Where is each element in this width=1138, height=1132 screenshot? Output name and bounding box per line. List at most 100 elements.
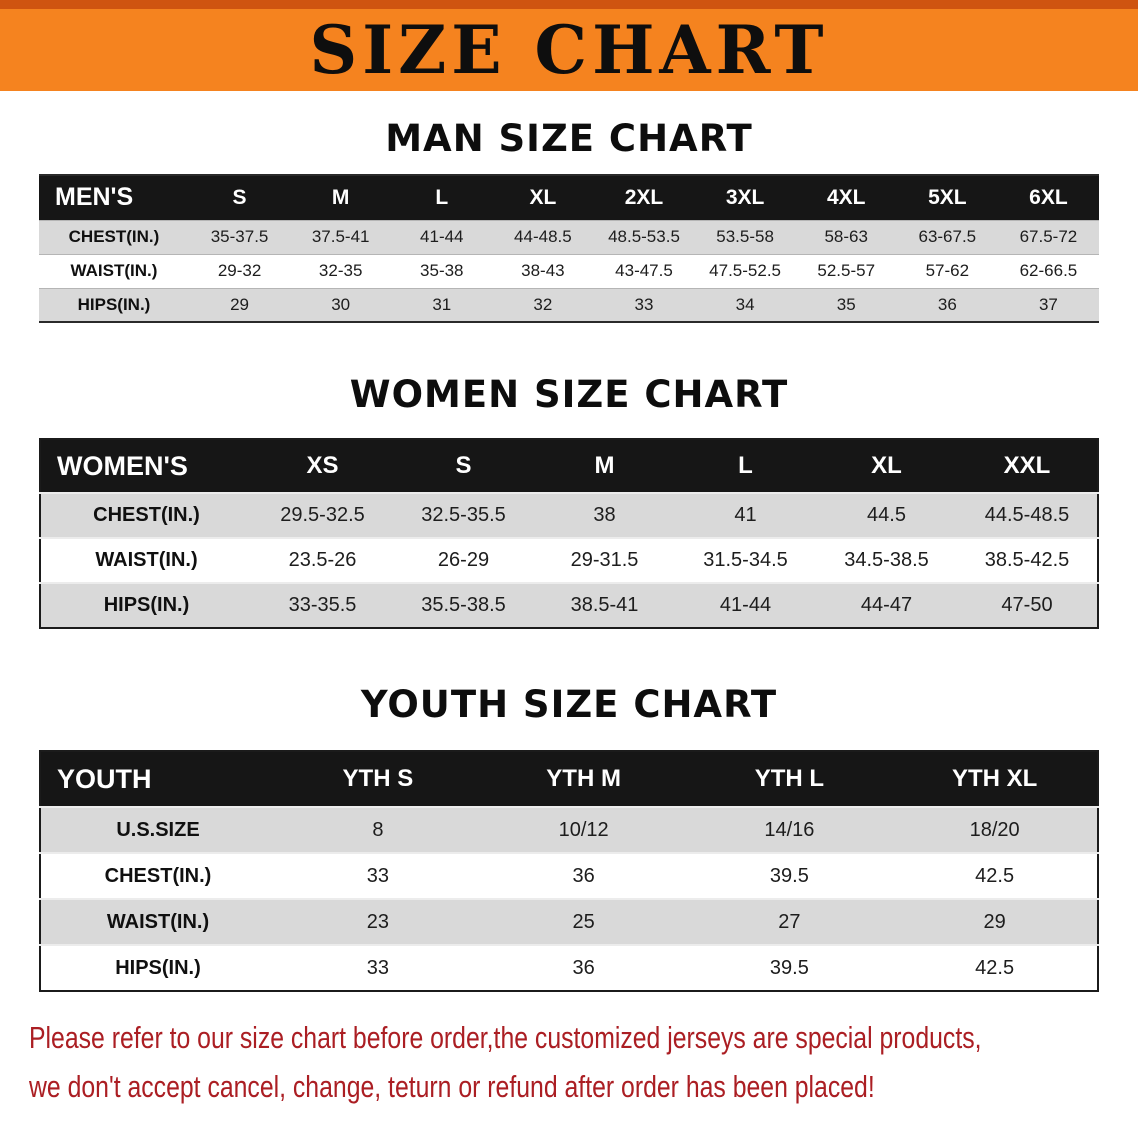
- size-value: 42.5: [975, 956, 1015, 979]
- size-value: 47-50: [1001, 594, 1053, 616]
- size-value: 62-66.5: [1019, 261, 1078, 280]
- size-value: 23: [366, 910, 389, 933]
- size-column-header: L: [675, 439, 816, 493]
- size-value: 33: [366, 956, 389, 979]
- youth-section-title: YOUTH SIZE CHART: [360, 683, 778, 726]
- youth-size-chart-section: YOUTH SIZE CHART YOUTH YTH S YTH M YTH L YTH…: [0, 683, 1138, 992]
- size-value: 33: [634, 294, 654, 314]
- measurement-row: WAIST(IN.) 23.5-26 26-29 29-31.5 31.5-34.5 34…: [40, 538, 1098, 583]
- size-column-header: YTH XL: [892, 751, 1098, 807]
- size-value: 23.5-26: [288, 549, 357, 571]
- size-column-header: YTH S: [275, 751, 481, 807]
- row-label-column-header: YOUTH: [40, 751, 275, 807]
- size-value: 53.5-58: [716, 227, 774, 246]
- size-value: 48.5-53.5: [608, 227, 680, 246]
- measurement-row: HIPS(IN.) 33-35.5 35.5-38.5 38.5-41 41-44 44-…: [40, 583, 1098, 628]
- row-label: HIPS(IN.): [77, 294, 151, 314]
- size-value: 44.5: [867, 504, 906, 526]
- size-value: 44.5-48.5: [984, 504, 1070, 526]
- size-value: 35-38: [420, 261, 464, 280]
- size-column-header: L: [391, 175, 493, 220]
- size-value: 10/12: [558, 818, 609, 841]
- disclaimer-line-2: we don't accept cancel, change, teturn o…: [29, 1068, 875, 1104]
- table-header-row: MEN'S S M L XL 2XL 3XL 4XL 5XL 6XL: [39, 175, 1099, 220]
- man-section-title: MAN SIZE CHART: [385, 117, 753, 160]
- men-table-header: MEN'S S M L XL 2XL 3XL 4XL 5XL 6XL: [39, 175, 1099, 220]
- size-value: 29-32: [217, 261, 262, 280]
- size-column-header: XL: [492, 175, 594, 220]
- measurement-row: U.S.SIZE 8 10/12 14/16 18/20: [40, 807, 1098, 853]
- size-value: 34.5-38.5: [844, 549, 929, 571]
- youth-table-header: YOUTH YTH S YTH M YTH L YTH XL: [40, 751, 1098, 807]
- size-value: 31: [432, 294, 452, 314]
- size-value: 18/20: [969, 818, 1020, 841]
- size-value: 41-44: [719, 594, 772, 616]
- size-value: 31.5-34.5: [703, 549, 788, 571]
- row-label: U.S.SIZE: [116, 818, 200, 841]
- size-value: 42.5: [975, 864, 1015, 887]
- size-value: 41-44: [420, 227, 464, 246]
- size-value: 52.5-57: [817, 261, 876, 280]
- size-column-header: XL: [816, 439, 957, 493]
- size-value: 38: [593, 504, 616, 526]
- size-column-header: 4XL: [795, 175, 897, 220]
- disclaimer-line-1: Please refer to our size chart before or…: [29, 1020, 982, 1055]
- size-value: 38.5-42.5: [984, 549, 1070, 571]
- size-value: 43-47.5: [615, 261, 673, 280]
- size-value: 41: [734, 504, 757, 526]
- size-value: 29-31.5: [570, 549, 639, 571]
- size-value: 47.5-52.5: [709, 261, 782, 280]
- size-column-header: YTH M: [480, 751, 687, 807]
- size-value: 36: [572, 864, 595, 887]
- size-value: 58-63: [824, 227, 868, 246]
- measurement-row: WAIST(IN.) 23 25 27 29: [40, 899, 1098, 945]
- row-label: CHEST(IN.): [104, 864, 212, 887]
- row-label: CHEST(IN.): [93, 504, 200, 526]
- women-size-table: WOMEN'S XS S M L XL XXL CHEST(IN.) 29.5-32.5 32.…: [39, 438, 1099, 629]
- size-chart-content: MAN SIZE CHART MEN'S S M L XL 2XL 3XL 4XL 5XL 6XL…: [0, 117, 1138, 1112]
- size-value: 38-43: [521, 261, 565, 280]
- men-table-body: CHEST(IN.) 35-37.5 37.5-41 41-44 44-48.5 48.5…: [39, 220, 1099, 322]
- size-value: 39.5: [769, 956, 809, 979]
- size-column-header: M: [534, 439, 675, 493]
- size-column-header: 5XL: [896, 175, 998, 220]
- size-value: 67.5-72: [1019, 227, 1078, 246]
- size-value: 25: [572, 910, 595, 933]
- size-column-header: M: [290, 175, 392, 220]
- size-column-header: XXL: [957, 439, 1098, 493]
- size-chart-banner: SIZE CHART: [0, 0, 1138, 91]
- row-label: HIPS(IN.): [115, 956, 201, 979]
- size-value: 35: [836, 294, 856, 314]
- size-value: 38.5-41: [570, 594, 639, 616]
- table-header-row: WOMEN'S XS S M L XL XXL: [40, 439, 1098, 493]
- women-table-body: CHEST(IN.) 29.5-32.5 32.5-35.5 38 41 44.5 44.5…: [40, 493, 1098, 628]
- size-value: 63-67.5: [918, 227, 977, 246]
- size-value: 32.5-35.5: [421, 504, 506, 526]
- size-value: 37: [1038, 294, 1058, 314]
- size-value: 36: [937, 294, 957, 314]
- women-table-header: WOMEN'S XS S M L XL XXL: [40, 439, 1098, 493]
- measurement-row: WAIST(IN.) 29-32 32-35 35-38 38-43 43-47.5 47.…: [39, 254, 1099, 288]
- row-label: WAIST(IN.): [95, 549, 198, 571]
- size-column-header: 6XL: [997, 175, 1099, 220]
- table-header-row: YOUTH YTH S YTH M YTH L YTH XL: [40, 751, 1098, 807]
- row-label-column-header: WOMEN'S: [40, 439, 252, 493]
- men-size-table: MEN'S S M L XL 2XL 3XL 4XL 5XL 6XL CHEST(IN.) 35-3…: [39, 174, 1099, 323]
- row-label: CHEST(IN.): [68, 227, 160, 246]
- row-label-column-header: MEN'S: [39, 175, 189, 220]
- size-value: 32-35: [318, 261, 363, 280]
- size-column-header: 3XL: [694, 175, 796, 220]
- page-title: SIZE CHART: [309, 11, 829, 89]
- size-value: 34: [735, 294, 755, 314]
- size-value: 14/16: [764, 818, 815, 841]
- size-value: 8: [372, 818, 384, 841]
- size-value: 27: [778, 910, 801, 933]
- row-label: HIPS(IN.): [103, 594, 190, 616]
- size-value: 26-29: [437, 549, 490, 571]
- measurement-row: CHEST(IN.) 29.5-32.5 32.5-35.5 38 41 44.5 44.5…: [40, 493, 1098, 538]
- measurement-row: CHEST(IN.) 35-37.5 37.5-41 41-44 44-48.5 48.5…: [39, 220, 1099, 254]
- size-value: 33: [366, 864, 389, 887]
- women-size-chart-section: WOMEN SIZE CHART WOMEN'S XS S M L XL XXL CHEST…: [0, 373, 1138, 629]
- size-value: 37.5-41: [311, 227, 370, 246]
- size-value: 57-62: [925, 261, 970, 280]
